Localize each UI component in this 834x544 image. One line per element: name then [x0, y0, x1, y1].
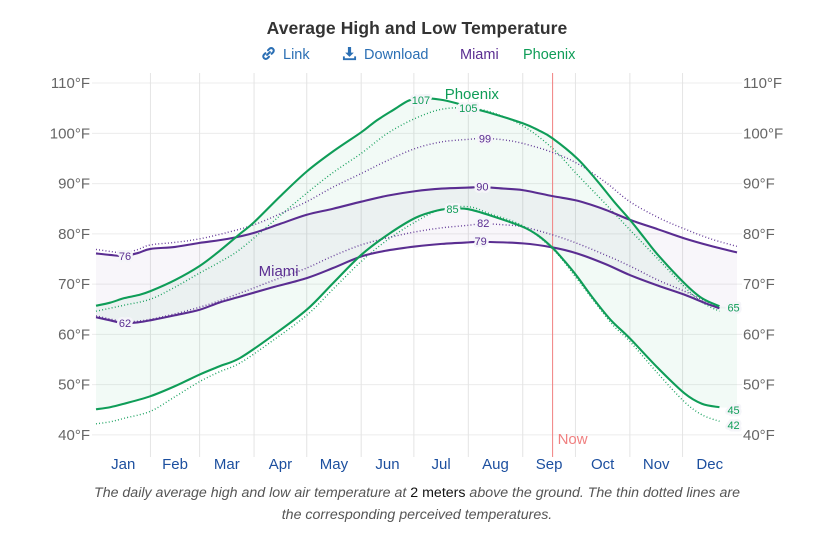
- y-tick-label-left: 80°F: [58, 226, 90, 243]
- band-fill-miami: [96, 187, 737, 324]
- y-tick-label-left: 110°F: [51, 75, 90, 92]
- caption-emphasis: 2 meters: [410, 485, 466, 501]
- x-tick-label: Apr: [269, 456, 292, 473]
- download-icon: [342, 46, 357, 61]
- download-button[interactable]: Download: [342, 46, 429, 64]
- link-label: Link: [283, 47, 310, 63]
- y-tick-label-right: 110°F: [743, 75, 782, 92]
- caption-text: above the ground. The thin dotted lines …: [465, 485, 740, 501]
- data-label-phoenix-perceived-low: 42: [727, 420, 739, 432]
- data-label-miami-perceived-low: 82: [477, 218, 489, 230]
- x-tick-label: Oct: [591, 456, 615, 473]
- series-line-phoenix-perceived-low: [95, 205, 720, 425]
- link-icon: [262, 47, 275, 60]
- series-line-phoenix-perceived-high: [95, 107, 720, 312]
- y-tick-label-right: 50°F: [743, 377, 775, 394]
- download-label: Download: [364, 47, 429, 63]
- link-button[interactable]: Link: [261, 46, 310, 64]
- x-tick-label: Jun: [375, 456, 399, 473]
- y-tick-label-left: 50°F: [58, 377, 90, 394]
- y-tick-label-left: 90°F: [58, 176, 90, 193]
- x-tick-label: Dec: [696, 456, 723, 473]
- y-tick-label-right: 80°F: [743, 226, 775, 243]
- data-label-miami-high: 90: [476, 182, 488, 194]
- band-fill-phoenix: [96, 98, 737, 410]
- data-label-phoenix-perceived-high: 105: [459, 103, 477, 115]
- series-label-miami: Miami: [259, 263, 299, 280]
- x-tick-label: Sep: [536, 456, 563, 473]
- chart-caption: The daily average high and low air tempe…: [0, 482, 834, 526]
- chart-title: Average High and Low Temperature: [266, 18, 568, 38]
- data-label-miami-low: 79: [474, 236, 486, 248]
- x-tick-label: Jan: [111, 456, 135, 473]
- caption-line-1: The daily average high and low air tempe…: [0, 482, 834, 504]
- y-tick-label-right: 100°F: [743, 125, 783, 142]
- series-line-miami-high: [95, 186, 738, 258]
- x-tick-label: May: [320, 456, 349, 473]
- now-marker-label: Now: [558, 431, 588, 448]
- y-tick-label-right: 60°F: [743, 326, 775, 343]
- legend-toggle-miami[interactable]: Miami: [460, 47, 499, 63]
- y-tick-label-right: 90°F: [743, 176, 775, 193]
- caption-line-2: the corresponding perceived temperatures…: [281, 507, 553, 523]
- y-tick-label-right: 70°F: [743, 276, 775, 293]
- data-label-phoenix-low: 45: [727, 405, 739, 417]
- caption-text: The daily average high and low air tempe…: [94, 485, 411, 501]
- y-tick-label-left: 70°F: [58, 276, 90, 293]
- data-label-phoenix-low: 85: [446, 204, 458, 216]
- x-tick-label: Jul: [431, 456, 450, 473]
- data-label-miami-perceived-high: 99: [479, 133, 491, 145]
- y-tick-label-left: 40°F: [58, 427, 90, 444]
- series-line-miami-low: [95, 240, 720, 325]
- series-line-phoenix-high: [95, 97, 720, 308]
- y-tick-label-right: 40°F: [743, 427, 775, 444]
- data-label-miami-low: 62: [119, 318, 131, 330]
- series-line-miami-perceived-high: [95, 137, 738, 254]
- legend-toggle-phoenix[interactable]: Phoenix: [523, 47, 576, 63]
- data-label-miami-high: 76: [119, 251, 131, 263]
- data-label-phoenix-high: 65: [727, 303, 739, 315]
- data-label-phoenix-high: 107: [412, 95, 430, 107]
- y-tick-label-left: 100°F: [50, 125, 90, 142]
- x-tick-label: Mar: [214, 456, 240, 473]
- x-tick-label: Feb: [162, 456, 188, 473]
- x-tick-label: Aug: [482, 456, 509, 473]
- x-tick-label: Nov: [643, 456, 670, 473]
- y-tick-label-left: 60°F: [58, 326, 90, 343]
- series-label-phoenix: Phoenix: [445, 86, 500, 103]
- series-line-phoenix-low: [95, 207, 720, 411]
